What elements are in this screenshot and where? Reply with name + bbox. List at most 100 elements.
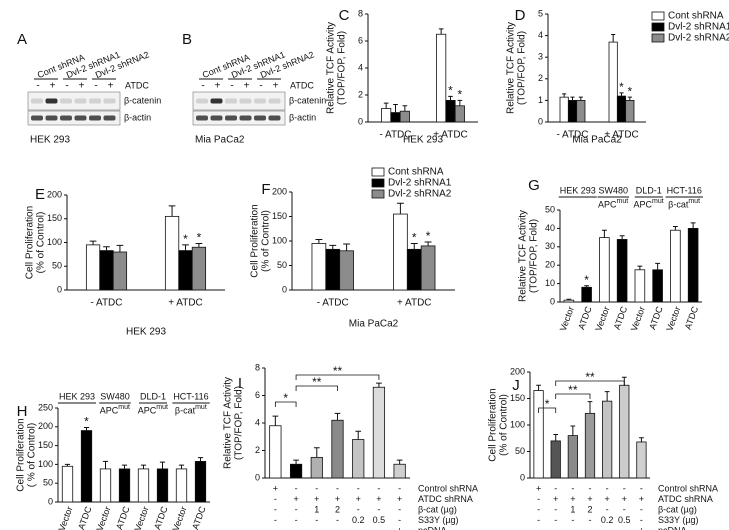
blot-band <box>103 115 116 121</box>
significance-label: * <box>283 391 288 405</box>
y-axis-label: Relative TCF Activity <box>223 377 234 469</box>
bar <box>331 419 344 479</box>
significance-label: ** <box>585 370 595 384</box>
group-mutation: APC <box>138 405 157 415</box>
condition-entry: - <box>315 483 318 493</box>
condition-entry: + <box>622 494 627 504</box>
y-tick-label: 100 <box>38 459 53 469</box>
legend-label: Dvl-2 shRNA2 <box>668 33 729 44</box>
significance-label: ** <box>568 383 578 397</box>
significance-star: * <box>619 80 624 94</box>
error-bar <box>343 243 351 251</box>
legend-swatch <box>651 22 665 32</box>
error-bar <box>121 464 128 469</box>
y-tick-label: 200 <box>47 189 62 199</box>
error-bar <box>197 457 204 462</box>
condition-entry: - <box>623 483 626 493</box>
condition-entry: + <box>605 494 610 504</box>
condition-name: ATDC shRNA <box>418 494 473 504</box>
legend-swatch <box>371 167 385 177</box>
significance-star: * <box>183 232 188 246</box>
treatment-sign: + <box>273 81 279 92</box>
blot-band <box>268 98 281 104</box>
cell-line: Mia PaCa2 <box>195 135 245 146</box>
y-tick-label: 0 <box>48 496 53 506</box>
y-tick-label: 200 <box>510 366 525 376</box>
bar <box>634 269 646 303</box>
condition-entry: - <box>623 525 626 530</box>
bar <box>85 244 101 291</box>
y-axis-label: (TOP/FOP, Fold) <box>517 31 528 105</box>
error-bar <box>396 202 404 215</box>
condition-entry: - <box>537 515 540 525</box>
x-tick-label: + ATDC <box>433 130 468 141</box>
y-axis-label: ( % of Control) <box>27 423 38 487</box>
group-name: HCT-116 <box>173 391 208 401</box>
error-bar <box>89 240 97 245</box>
x-tick-label: ATDC <box>647 305 665 331</box>
legend-label: Dvl-2 shRNA2 <box>388 189 452 200</box>
bar <box>616 95 627 123</box>
condition-entry: - <box>640 515 643 525</box>
treatment-name: ATDC <box>125 80 149 90</box>
treatment-sign: - <box>230 81 233 92</box>
condition-name: β-cat (µg) <box>418 504 457 514</box>
y-tick-label: 8 <box>358 8 363 18</box>
legend-label: Dvl-2 shRNA1 <box>668 22 729 33</box>
condition-entry: - <box>398 483 401 493</box>
y-tick-label: 0 <box>520 472 525 482</box>
error-bar <box>655 262 661 270</box>
significance-bracket <box>274 401 297 407</box>
error-bar <box>536 384 541 391</box>
error-bar <box>566 298 572 301</box>
bar <box>576 100 586 123</box>
x-tick-label: ATDC <box>576 305 594 331</box>
y-tick-label: 100 <box>510 419 525 429</box>
condition-entry: - <box>623 504 626 514</box>
x-tick-label: - ATDC <box>317 298 349 309</box>
treatment-sign: + <box>79 81 85 92</box>
y-tick-label: 200 <box>38 421 53 431</box>
x-tick-label: ATDC <box>683 305 701 331</box>
condition-name: pcDNA <box>418 525 447 530</box>
x-tick-label: ATDC <box>76 505 94 530</box>
blot-membrane <box>27 91 121 111</box>
y-tick-label: 2 <box>538 73 543 83</box>
condition-entry: - <box>295 504 298 514</box>
bar <box>99 250 114 291</box>
significance-star: * <box>458 88 463 102</box>
condition-entry: - <box>274 494 277 504</box>
condition-entry: + <box>314 494 319 504</box>
condition-entry: - <box>377 525 380 530</box>
condition-entry: - <box>377 504 380 514</box>
y-axis-label: Relative TCF Activity <box>506 22 517 114</box>
condition-entry: - <box>640 483 643 493</box>
bar <box>61 465 74 503</box>
group-mutation: APC <box>598 199 617 209</box>
error-bar <box>601 229 607 238</box>
bar <box>608 41 618 123</box>
condition-entry: - <box>537 504 540 514</box>
blot-band <box>60 98 72 104</box>
condition-entry: - <box>606 504 609 514</box>
bar <box>325 248 341 291</box>
panel-letter: H <box>17 403 28 420</box>
y-tick-label: 0 <box>538 116 543 126</box>
significance-bracket <box>555 393 591 399</box>
condition-entry: - <box>606 483 609 493</box>
condition-entry: + <box>356 494 361 504</box>
blot-band <box>60 115 72 121</box>
treatment-sign: - <box>94 81 97 92</box>
error-bar <box>587 401 593 414</box>
blot-band <box>103 98 116 104</box>
error-bar <box>438 28 444 35</box>
bar <box>616 239 628 303</box>
bar <box>393 463 406 479</box>
significance-star: * <box>84 415 89 429</box>
bar <box>178 250 193 291</box>
bar <box>80 430 93 503</box>
legend-swatch <box>371 189 385 199</box>
error-bar <box>140 464 147 469</box>
group-mutation-superscript: mut <box>195 404 207 411</box>
band-label: β-actin <box>289 112 316 122</box>
